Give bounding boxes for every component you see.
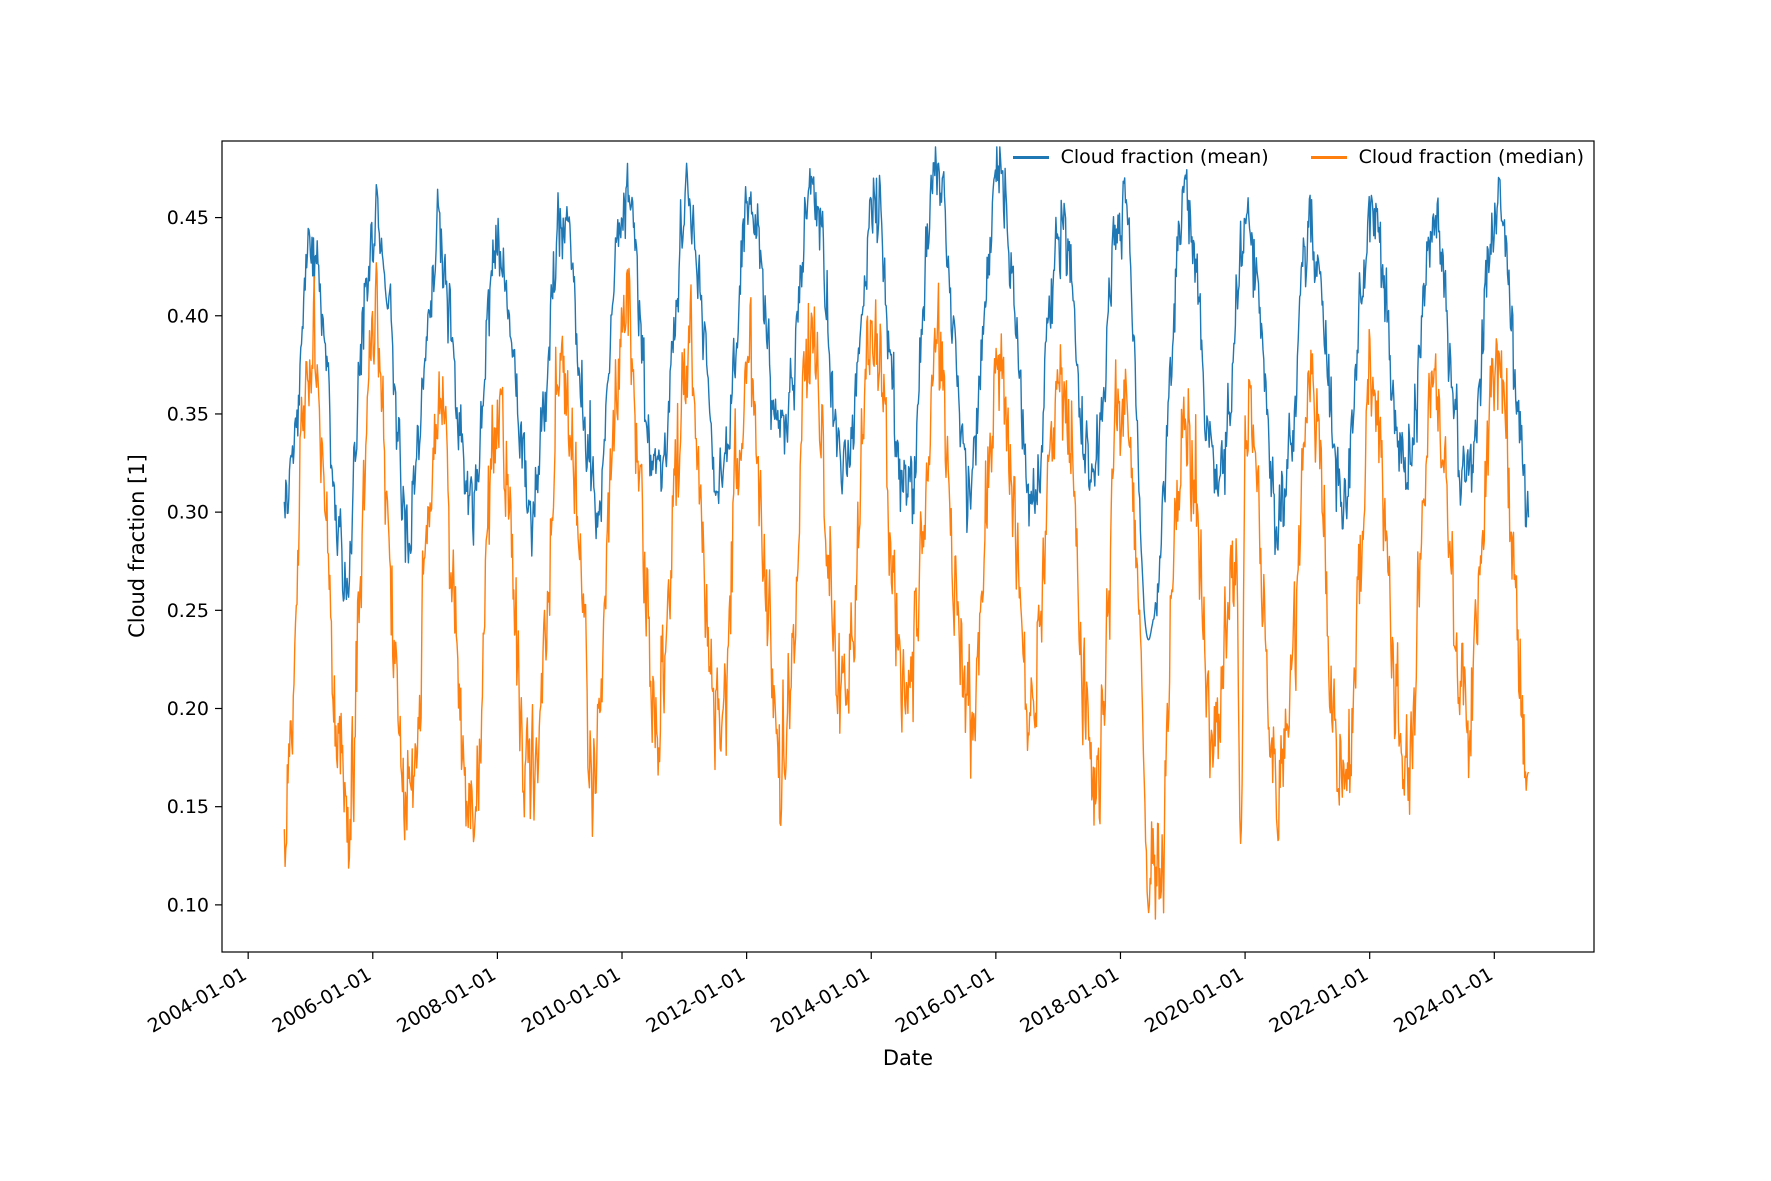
y-tick-label: 0.45 (167, 207, 209, 229)
y-tick-label: 0.10 (167, 894, 209, 916)
y-tick-label: 0.25 (167, 600, 209, 622)
y-tick-label: 0.40 (167, 305, 209, 327)
x-tick-label: 2010-01-01 (518, 963, 625, 1037)
x-tick-label: 2016-01-01 (892, 963, 999, 1037)
x-tick-label: 2022-01-01 (1266, 963, 1373, 1037)
y-tick-label: 0.30 (167, 502, 209, 524)
y-tick-label: 0.20 (167, 698, 209, 720)
x-tick-label: 2008-01-01 (393, 963, 500, 1037)
x-axis-title: Date (882, 1046, 934, 1070)
legend-label-mean: Cloud fraction (mean) (1060, 146, 1269, 168)
legend-line-median-icon (1310, 155, 1347, 159)
y-tick-label: 0.15 (167, 796, 209, 818)
legend-entry-median: Cloud fraction (median) (1310, 146, 1584, 168)
series-line-median (283, 262, 1530, 920)
x-tick-label: 2004-01-01 (144, 963, 251, 1037)
legend-entry-mean: Cloud fraction (mean) (1012, 146, 1269, 168)
x-tick-label: 2020-01-01 (1141, 963, 1248, 1037)
x-tick-label: 2014-01-01 (767, 963, 874, 1037)
x-tick-label: 2012-01-01 (642, 963, 749, 1037)
y-axis-title: Cloud fraction [1] (125, 454, 149, 638)
x-tick-label: 2018-01-01 (1016, 963, 1123, 1037)
legend-line-mean-icon (1012, 155, 1049, 159)
x-tick-label: 2006-01-01 (269, 963, 376, 1037)
y-tick-label: 0.35 (167, 403, 209, 425)
plot-frame (221, 140, 1595, 953)
series-line-mean (283, 146, 1530, 641)
x-tick-label: 2024-01-01 (1390, 963, 1497, 1037)
legend-label-median: Cloud fraction (median) (1358, 146, 1584, 168)
legend: Cloud fraction (mean) Cloud fraction (me… (1012, 146, 1584, 168)
